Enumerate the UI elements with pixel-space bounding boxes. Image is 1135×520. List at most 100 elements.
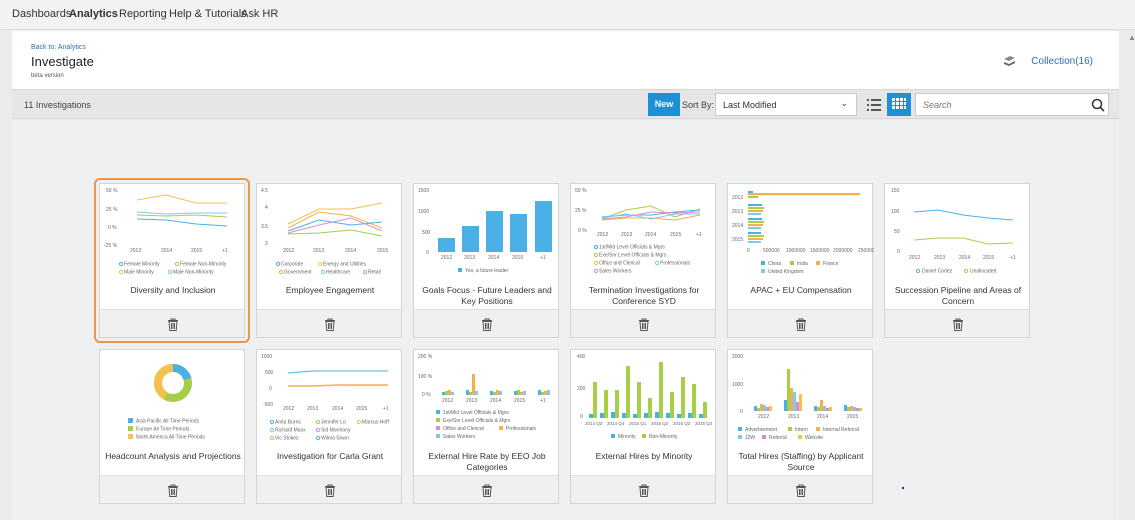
tick-label: 2015 — [356, 406, 367, 412]
trash-icon[interactable] — [324, 484, 336, 497]
tick-label: 2013 — [464, 255, 475, 261]
chart-thumbnail: 1500 1000 500 0 2012 2013 2014 2015 +1 Y… — [418, 188, 552, 274]
axis-label: 0 — [426, 250, 429, 256]
legend-label: Male Minority — [124, 270, 154, 276]
scroll-up-icon[interactable]: ▲ — [1128, 33, 1135, 42]
legend-label: Sales Workers — [443, 434, 476, 440]
tick-label: 2013 — [130, 248, 141, 254]
tick-label: 2014 — [161, 248, 172, 254]
new-button[interactable]: New — [648, 93, 680, 116]
legend-label: Vic Stokes — [275, 436, 299, 442]
axis-label: -500 — [263, 402, 273, 408]
axis-label: 2012 — [732, 195, 743, 201]
card-title: APAC + EU Compensation — [750, 285, 852, 295]
tick-label: +1 — [540, 398, 546, 404]
legend-label: Intern — [795, 427, 808, 433]
tick-label: 2013 — [466, 398, 477, 404]
investigation-card[interactable]: 150 100 50 0 2012 2013 2014 2015 +1 Dani… — [884, 183, 1030, 338]
axis-label: 2000 — [732, 354, 743, 360]
axis-label: 150 — [891, 188, 900, 194]
nav-ask-hr[interactable]: Ask HR — [241, 8, 279, 20]
toolbar: 11 Investigations New Sort By: Last Modi… — [12, 89, 1119, 119]
axis-label: 50 % — [575, 188, 587, 194]
investigation-card[interactable]: 4.5 4 3.5 3 2012 2013 2014 2015 Corporat… — [256, 183, 402, 338]
nav-reporting[interactable]: Reporting — [119, 8, 167, 20]
legend-label: Anita Burns — [275, 420, 301, 426]
tick-label: 2014 — [332, 406, 343, 412]
back-link[interactable]: Back to: Analytics — [31, 44, 86, 51]
investigation-card[interactable]: Asia Pacific All Time Periods Europe All… — [99, 349, 245, 504]
trash-icon[interactable] — [638, 484, 650, 497]
investigation-card[interactable]: 1000 500 0 -500 2012 2013 2014 2015 +1 A… — [256, 349, 402, 504]
card-title: Investigation for Carla Grant — [276, 451, 384, 461]
investigation-card[interactable]: 50 % 25 % 0 % -25 % 2013 2014 2015 +1 Fe… — [94, 178, 250, 343]
investigation-card[interactable]: 50 % 25 % 0 % 2012 2013 2014 2015 +1 1st… — [570, 183, 716, 338]
axis-label: 0 — [580, 414, 583, 420]
legend-label: Corporate — [281, 262, 303, 268]
trash-icon[interactable] — [324, 318, 336, 331]
nav-analytics[interactable]: Analytics — [69, 8, 118, 20]
chart-thumbnail: 1000 500 0 -500 2012 2013 2014 2015 +1 A… — [261, 354, 389, 442]
trash-icon[interactable] — [638, 318, 650, 331]
tick-label: 2012 — [597, 232, 608, 238]
chevron-down-icon: ⌄ — [840, 98, 848, 108]
tick-label: 250000 — [858, 248, 874, 254]
axis-label: 2013 — [732, 209, 743, 215]
investigation-count: 11 Investigations — [24, 100, 91, 110]
axis-label: 25 % — [106, 207, 118, 213]
legend-label: United Kingdom — [768, 269, 804, 275]
investigation-card[interactable]: 1500 1000 500 0 2012 2013 2014 2015 +1 Y… — [413, 183, 559, 338]
legend-label: Office and Clerical — [443, 426, 484, 432]
trash-icon[interactable] — [952, 318, 964, 331]
axis-label: 1000 — [418, 209, 429, 215]
chart-thumbnail: 150 100 50 0 2012 2013 2014 2015 +1 Dani… — [891, 188, 1016, 275]
grid-view-icon[interactable] — [887, 93, 911, 116]
axis-label: 25 % — [575, 208, 587, 214]
tick-label: 2014 Q3 — [585, 421, 603, 426]
investigation-card[interactable]: 2012 2013 2014 2015 0 500000 1000000 150… — [727, 183, 874, 338]
trash-icon[interactable] — [481, 484, 493, 497]
sort-select[interactable]: Last Modified ⌄ — [715, 93, 857, 116]
investigation-card[interactable]: 400 200 0 2014 Q3 2014 Q4 2015 Q1 2015 Q… — [570, 349, 716, 504]
card-footer — [414, 309, 558, 337]
collection-icon[interactable] — [1003, 55, 1016, 68]
tick-label: 0 — [747, 248, 750, 254]
investigation-card[interactable]: 200 % 100 % 0 % 2012 2013 2014 2015 +1 1… — [413, 349, 559, 504]
trash-icon[interactable] — [795, 484, 807, 497]
legend-label: Referral — [769, 435, 787, 441]
tick-label: 2015 — [514, 398, 525, 404]
trash-icon[interactable] — [167, 484, 179, 497]
trash-icon[interactable] — [481, 318, 493, 331]
tick-label: 2014 Q4 — [607, 421, 625, 426]
legend-label: France — [823, 261, 839, 267]
legend-label: Female Minority — [124, 262, 160, 268]
axis-label: 3.5 — [261, 224, 268, 230]
legend-label: J2W — [745, 435, 755, 441]
axis-label: 500 — [265, 370, 274, 376]
trash-icon[interactable] — [167, 318, 179, 331]
legend-label: Advertisement — [745, 427, 778, 433]
tick-label: 2014 — [645, 232, 656, 238]
tick-label: 2015 — [191, 248, 202, 254]
search-input[interactable] — [915, 93, 1109, 116]
legend-label: Minority — [618, 434, 636, 440]
collection-link[interactable]: Collection(16) — [1031, 56, 1093, 67]
tick-label: 2014 — [817, 414, 828, 420]
legend-label: Wilma Sown — [321, 436, 349, 442]
axis-label: 500 — [422, 230, 431, 236]
investigation-card[interactable]: 2000 1000 0 2012 2013 2014 2015 Advertis… — [727, 349, 873, 504]
list-view-icon[interactable] — [864, 94, 884, 115]
axis-label: 400 — [577, 354, 586, 360]
tick-label: 2012 — [283, 248, 294, 254]
legend-label: India — [797, 261, 808, 267]
tick-label: +1 — [540, 255, 546, 261]
nav-dashboards[interactable]: Dashboards — [12, 8, 72, 20]
nav-help-tutorials[interactable]: Help & Tutorials — [169, 8, 247, 20]
chart-thumbnail: 50 % 25 % 0 % 2012 2013 2014 2015 +1 1st… — [575, 188, 702, 275]
trash-icon[interactable] — [795, 318, 807, 331]
axis-label: 0 — [897, 249, 900, 255]
legend-label: 1st/Mid Level Officials & Mgrs — [443, 410, 509, 416]
chart-thumbnail: 2012 2013 2014 2015 0 500000 1000000 150… — [732, 191, 874, 275]
chart-thumbnail: 50 % 25 % 0 % -25 % 2013 2014 2015 +1 Fe… — [104, 188, 228, 276]
card-footer — [571, 475, 715, 503]
